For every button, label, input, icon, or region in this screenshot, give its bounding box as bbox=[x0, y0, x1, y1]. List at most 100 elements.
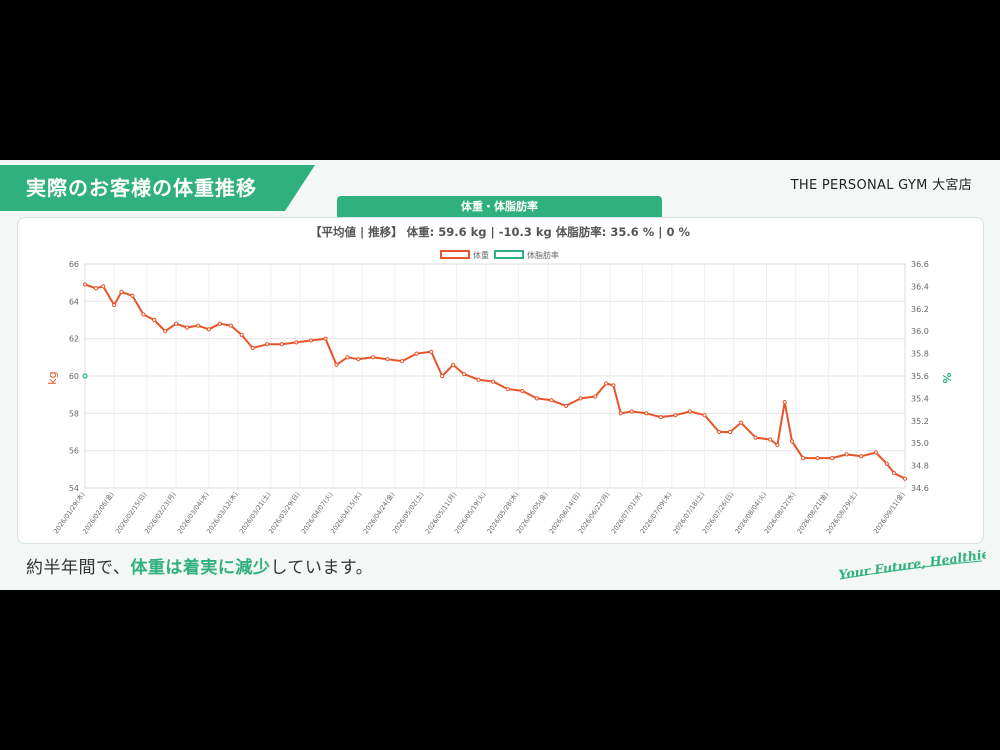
data-point-weight bbox=[563, 403, 569, 408]
data-point-weight bbox=[217, 321, 222, 326]
data-point-weight bbox=[717, 429, 722, 435]
data-point-weight bbox=[334, 362, 339, 367]
data-point-weight bbox=[130, 293, 135, 298]
data-point-weight bbox=[891, 470, 897, 476]
y-left-tick-label: 62 bbox=[69, 335, 79, 344]
data-point-weight bbox=[789, 439, 795, 444]
data-point-weight bbox=[578, 396, 583, 401]
y-right-tick-label: 35.6 bbox=[911, 372, 929, 381]
x-tick-label: 2026/02/23(月) bbox=[143, 491, 178, 536]
data-point-weight bbox=[629, 409, 634, 414]
x-tick-label: 2026/04/24(金) bbox=[361, 490, 397, 535]
title-banner bbox=[0, 165, 315, 211]
data-point-weight bbox=[520, 388, 525, 394]
tagline: Your Future, Healthier bbox=[838, 545, 986, 582]
data-point-weight bbox=[450, 362, 456, 367]
data-point-weight bbox=[884, 461, 889, 466]
data-point-weight bbox=[491, 379, 496, 384]
data-point-weight bbox=[93, 286, 99, 291]
y-left-tick-label: 66 bbox=[69, 260, 79, 269]
chart-card: 【平均値 | 推移】 体重: 59.6 kg | -10.3 kg 体脂肪率: … bbox=[17, 217, 984, 544]
data-point-weight bbox=[702, 413, 707, 418]
y-right-tick-label: 35.8 bbox=[911, 350, 929, 359]
x-tick-label: 2026/07/01(水) bbox=[609, 490, 645, 535]
data-point-weight bbox=[323, 336, 328, 341]
data-point-weight bbox=[775, 442, 780, 448]
page-title: 実際のお客様の体重推移 bbox=[26, 176, 257, 200]
data-point-weight bbox=[414, 351, 419, 356]
x-tick-label: 2026/07/09(木) bbox=[638, 490, 674, 535]
legend-label-fat: 体脂肪率 bbox=[527, 250, 559, 260]
y-right-tick-label: 35.2 bbox=[911, 417, 929, 426]
data-point-weight bbox=[618, 411, 623, 416]
data-point-weight bbox=[658, 414, 663, 420]
data-point-weight bbox=[206, 327, 212, 332]
data-point-weight bbox=[184, 325, 190, 330]
data-point-weight bbox=[815, 456, 820, 461]
data-point-weight bbox=[152, 317, 157, 323]
x-tick-label: 2026/06/05(金) bbox=[514, 490, 550, 535]
data-point-weight bbox=[505, 386, 510, 392]
x-tick-label: 2026/05/28(木) bbox=[485, 490, 521, 535]
y-right-tick-label: 34.6 bbox=[911, 484, 929, 493]
chart-svg: 【平均値 | 推移】 体重: 59.6 kg | -10.3 kg 体脂肪率: … bbox=[46, 225, 953, 536]
x-tick-label: 2026/03/21(土) bbox=[237, 490, 273, 535]
y-axis-right-label: % bbox=[940, 372, 953, 383]
y-right-tick-label: 36.2 bbox=[911, 305, 929, 314]
y-left-tick-label: 56 bbox=[69, 447, 79, 456]
data-point-weight bbox=[859, 454, 864, 459]
x-tick-label: 2026/07/18(土) bbox=[671, 490, 707, 535]
x-tick-label: 2026/04/15(水) bbox=[328, 490, 364, 535]
data-point-weight bbox=[174, 321, 179, 326]
caption-after: しています。 bbox=[270, 558, 374, 578]
legend-swatch-weight bbox=[440, 250, 470, 259]
data-point-weight bbox=[141, 312, 146, 317]
data-point-weight bbox=[440, 373, 445, 379]
x-tick-label: 2026/08/21(金) bbox=[795, 490, 831, 535]
y-right-tick-label: 36.0 bbox=[911, 327, 929, 336]
x-tick-label: 2026/03/12(木) bbox=[204, 490, 240, 535]
x-tick-label: 2026/02/06(金) bbox=[80, 490, 116, 535]
x-tick-label: 2026/05/19(火) bbox=[453, 491, 488, 536]
legend-label-weight: 体重 bbox=[473, 250, 489, 260]
data-point-weight bbox=[844, 452, 849, 457]
x-tick-label: 2026/03/04(水) bbox=[175, 490, 211, 535]
data-point-weight bbox=[476, 377, 481, 382]
chart-tab[interactable]: 体重・体脂肪率 bbox=[337, 196, 662, 218]
data-point-weight bbox=[800, 456, 806, 461]
y-right-tick-label: 36.4 bbox=[911, 282, 929, 291]
data-point-weight bbox=[604, 381, 609, 386]
data-point-weight bbox=[119, 289, 124, 295]
data-point-fat bbox=[82, 373, 88, 379]
y-right-tick-label: 35.4 bbox=[911, 394, 929, 403]
data-point-weight bbox=[611, 383, 616, 388]
chart-legend: 体重 体脂肪率 bbox=[440, 250, 559, 260]
data-point-weight bbox=[830, 456, 835, 461]
x-tick-label: 2026/08/29(土) bbox=[824, 490, 860, 535]
caption-before: 約半年間で、 bbox=[26, 558, 131, 578]
data-point-weight bbox=[345, 355, 350, 360]
chart-title: 【平均値 | 推移】 体重: 59.6 kg | -10.3 kg 体脂肪率: … bbox=[310, 225, 691, 239]
data-point-weight bbox=[534, 396, 540, 401]
x-tick-label: 2026/08/12(水) bbox=[762, 490, 798, 535]
x-tick-label: 2026/07/26(日) bbox=[701, 491, 736, 536]
x-tick-label: 2026/05/02(土) bbox=[390, 490, 426, 535]
data-point-weight bbox=[461, 372, 467, 377]
data-point-weight bbox=[673, 413, 678, 418]
data-point-weight bbox=[356, 357, 361, 362]
data-point-weight bbox=[399, 358, 405, 364]
chart-series bbox=[82, 282, 908, 481]
tagline-underline bbox=[839, 560, 983, 580]
data-point-weight bbox=[782, 400, 787, 405]
data-point-weight bbox=[593, 394, 598, 399]
data-point-weight bbox=[101, 284, 106, 289]
brand-name: THE PERSONAL GYM 大宮店 bbox=[790, 178, 972, 193]
data-point-weight bbox=[687, 409, 693, 414]
data-point-weight bbox=[727, 429, 733, 435]
data-point-weight bbox=[768, 437, 773, 442]
data-point-weight bbox=[228, 323, 233, 328]
y-right-tick-label: 34.8 bbox=[911, 462, 929, 471]
x-tick-label: 2026/09/11(金) bbox=[871, 490, 907, 535]
legend-swatch-fat bbox=[494, 250, 524, 259]
data-point-weight bbox=[112, 302, 117, 308]
